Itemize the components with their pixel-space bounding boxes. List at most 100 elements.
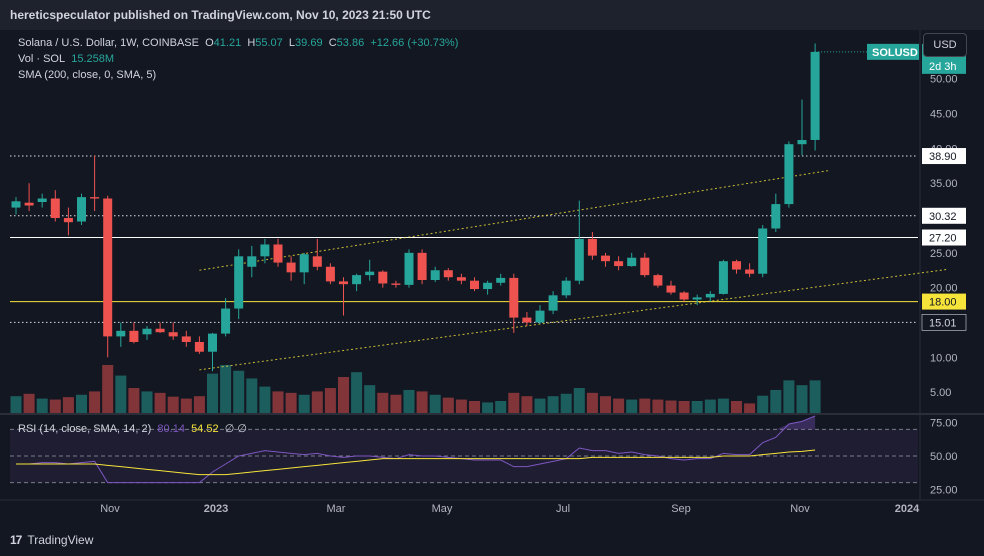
symbol-row: Solana / U.S. Dollar, 1W, COINBASE O41.2… xyxy=(18,35,458,51)
candle-body xyxy=(535,310,545,323)
tradingview-brand[interactable]: 17 TradingView xyxy=(10,533,93,547)
volume-bar xyxy=(547,396,559,413)
level-label-box[interactable] xyxy=(921,314,967,331)
candle-body xyxy=(391,283,401,285)
volume-bars xyxy=(10,365,821,413)
candle-body xyxy=(260,244,270,257)
volume-bar xyxy=(351,372,363,413)
volume-row: Vol · SOL 15.258M xyxy=(18,51,458,67)
candle-body xyxy=(221,308,231,334)
volume-bar xyxy=(338,377,349,413)
candle-body xyxy=(312,256,322,267)
time-axis[interactable]: Nov 2023 Mar May Jul Sep Nov 2024 xyxy=(100,503,920,515)
footer xyxy=(0,526,984,556)
candle-body xyxy=(142,328,152,335)
candle-body xyxy=(745,269,755,274)
price-axis[interactable]: 5.0010.0015.0020.0025.0030.0035.0040.004… xyxy=(867,43,967,496)
time-tick: Sep xyxy=(671,503,691,515)
rsi-legend[interactable]: RSI (14, close, SMA, 14, 2) 80.14 54.52 … xyxy=(18,422,247,435)
candle-body xyxy=(718,261,728,294)
rsi-extra: ∅ ∅ xyxy=(224,423,247,435)
volume-bar xyxy=(770,389,782,413)
candle-body xyxy=(11,201,21,208)
candle-body xyxy=(509,277,519,318)
candle-body xyxy=(37,198,47,203)
volume-bar xyxy=(233,370,245,413)
volume-bar xyxy=(115,375,127,413)
volume-bar xyxy=(364,385,376,413)
price-tick: 10.00 xyxy=(930,352,958,364)
volume-bar xyxy=(102,365,114,413)
volume-bar xyxy=(534,398,546,413)
candle-body xyxy=(496,277,506,283)
volume-bar xyxy=(23,393,35,413)
candle-body xyxy=(208,333,217,352)
horizontal-levels[interactable] xyxy=(10,51,918,323)
time-tick: 2024 xyxy=(895,503,920,515)
volume-bar xyxy=(167,396,179,413)
candle-body xyxy=(522,317,532,323)
volume-bar xyxy=(49,399,61,413)
rsi-tick: 75.00 xyxy=(930,418,958,430)
candle-body xyxy=(640,257,650,276)
sma-row[interactable]: SMA (200, close, 0, SMA, 5) xyxy=(18,67,458,83)
rsi-tick: 25.00 xyxy=(930,484,958,496)
symbol-price-tag xyxy=(867,43,919,60)
volume-bar xyxy=(272,391,284,413)
candle-body xyxy=(679,292,689,300)
volume-bar xyxy=(613,398,625,413)
candle-body xyxy=(692,297,702,300)
open-value: 41.21 xyxy=(213,37,242,49)
price-tick: 20.00 xyxy=(930,283,958,295)
candle-body xyxy=(548,295,558,311)
close-value: 53.86 xyxy=(336,37,365,49)
publisher-text: hereticspeculator published on TradingVi… xyxy=(10,8,431,22)
level-label-box[interactable] xyxy=(922,293,966,310)
volume-bar xyxy=(246,378,258,413)
rsi-ma-line xyxy=(16,449,816,476)
candle-body xyxy=(627,257,637,267)
trendlines[interactable] xyxy=(199,170,947,371)
candle-body xyxy=(404,252,414,285)
volume-bar xyxy=(744,403,756,413)
grid-lines xyxy=(0,30,984,501)
level-label: 18.00 xyxy=(929,297,957,309)
trendline[interactable] xyxy=(199,269,947,371)
candle-body xyxy=(24,202,34,206)
time-tick: 2023 xyxy=(204,503,228,515)
volume-bar xyxy=(259,386,271,413)
volume-bar xyxy=(416,391,428,413)
time-tick: Jul xyxy=(556,503,570,515)
level-label: 27.20 xyxy=(929,233,957,245)
volume-bar xyxy=(508,392,520,413)
candle-body xyxy=(653,275,663,286)
price-tick: 25.00 xyxy=(930,248,958,260)
volume-bar xyxy=(455,399,467,413)
volume-bar xyxy=(495,401,507,413)
volume-value: 15.258M xyxy=(71,53,115,65)
candle-body xyxy=(443,270,453,278)
candle-body xyxy=(456,277,466,281)
currency-button[interactable]: USD xyxy=(923,33,967,57)
trendline[interactable] xyxy=(199,170,829,271)
rsi-pane xyxy=(10,415,918,484)
volume-bar xyxy=(573,388,585,413)
level-label-box[interactable] xyxy=(922,207,966,224)
volume-bar xyxy=(403,389,415,413)
volume-bar xyxy=(665,400,677,413)
candle-body xyxy=(77,197,86,222)
symbol-tag-label: SOLUSD xyxy=(872,47,918,59)
candle-body xyxy=(561,280,571,296)
candle-body xyxy=(417,252,427,280)
candle-body xyxy=(63,218,73,223)
level-label-box[interactable] xyxy=(922,229,966,246)
volume-bar xyxy=(796,385,808,413)
rsi-overbought-fill xyxy=(775,416,816,430)
volume-bar xyxy=(285,392,297,413)
candle-body xyxy=(732,261,741,270)
volume-bar xyxy=(691,401,703,413)
level-label: 15.01 xyxy=(929,317,957,329)
candle-body xyxy=(155,328,165,333)
level-label-box[interactable] xyxy=(922,148,966,165)
